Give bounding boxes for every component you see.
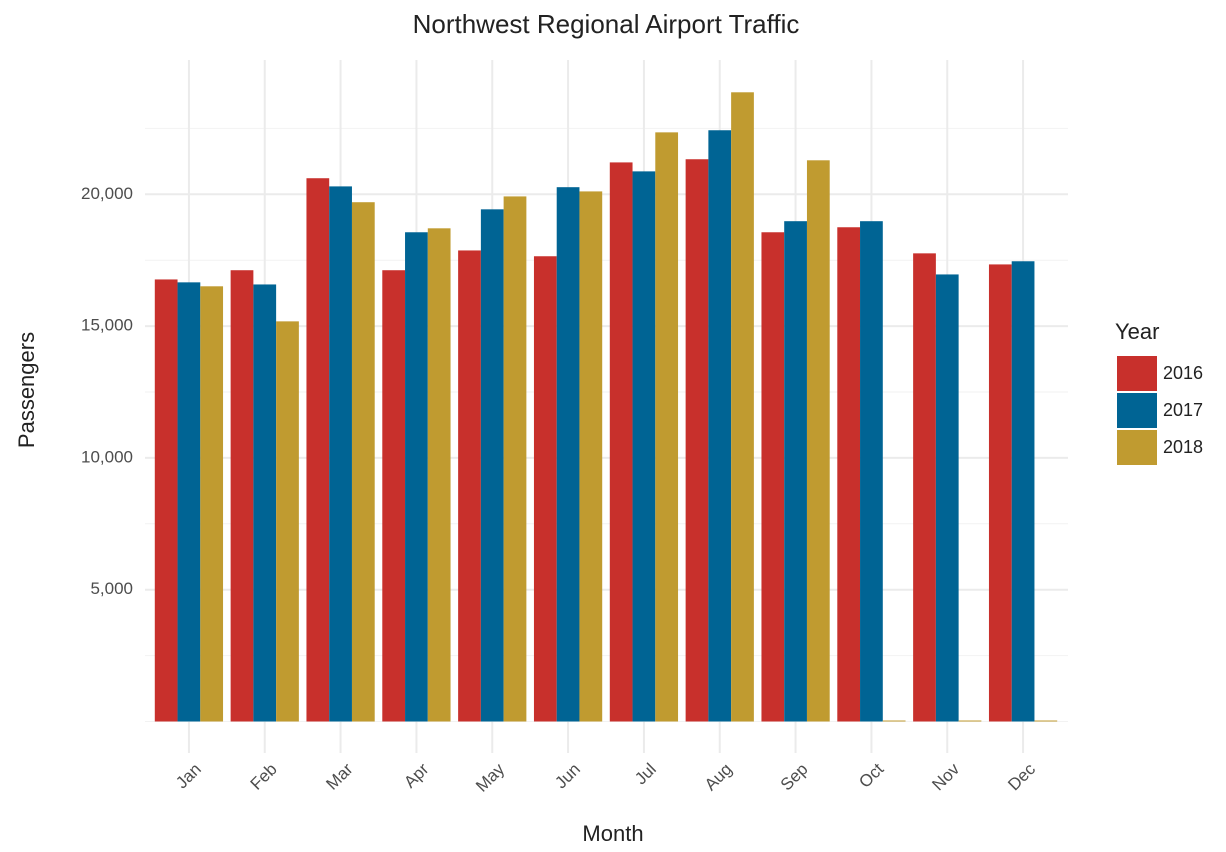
- legend-label: 2017: [1163, 400, 1203, 420]
- bar: [806, 160, 830, 722]
- bar: [503, 196, 527, 722]
- x-tick-label: Mar: [322, 759, 356, 793]
- bar: [913, 253, 936, 722]
- x-tick-label: Jul: [631, 760, 660, 789]
- x-tick-label: May: [472, 759, 508, 795]
- bar: [837, 227, 861, 722]
- legend-key: [1117, 356, 1157, 391]
- y-tick-label: 15,000: [81, 316, 133, 335]
- chart-title: Northwest Regional Airport Traffic: [413, 9, 800, 39]
- y-axis-title: Passengers: [14, 332, 39, 448]
- bar: [556, 187, 580, 722]
- bar: [200, 286, 224, 722]
- bar: [306, 178, 330, 722]
- bar: [276, 321, 299, 722]
- bar: [655, 132, 679, 722]
- bar: [708, 130, 732, 722]
- legend-label: 2018: [1163, 437, 1203, 457]
- bar: [685, 159, 709, 722]
- x-tick-label: Dec: [1004, 759, 1039, 794]
- bar: [458, 250, 481, 722]
- bar: [480, 209, 504, 722]
- bar: [230, 270, 254, 722]
- bar: [533, 256, 557, 722]
- bar: [382, 270, 406, 722]
- bar: [935, 274, 959, 722]
- bar: [427, 228, 451, 722]
- bar: [579, 191, 603, 722]
- y-tick-label: 10,000: [81, 447, 133, 466]
- x-tick-label: Jan: [172, 760, 205, 793]
- bar: [609, 162, 633, 722]
- y-tick-label: 20,000: [81, 184, 133, 203]
- legend-label: 2016: [1163, 363, 1203, 383]
- x-tick-label: Apr: [400, 759, 432, 791]
- x-tick-label: Aug: [701, 760, 736, 795]
- bar: [405, 232, 428, 722]
- bar: [632, 171, 656, 722]
- bar: [882, 720, 906, 722]
- x-tick-label: Feb: [247, 760, 281, 794]
- legend-key: [1117, 430, 1157, 465]
- bar: [1034, 720, 1058, 722]
- x-tick-label: Oct: [855, 759, 887, 791]
- bar: [1011, 261, 1035, 722]
- legend-title: Year: [1115, 319, 1159, 344]
- bar: [761, 232, 785, 722]
- bar: [253, 284, 277, 722]
- x-axis-title: Month: [582, 821, 643, 846]
- legend-key: [1117, 393, 1157, 428]
- bar: [351, 202, 375, 722]
- bar: [154, 279, 178, 722]
- bar: [177, 282, 201, 722]
- y-tick-label: 5,000: [90, 579, 133, 598]
- x-tick-label: Jun: [551, 760, 584, 793]
- bar: [784, 221, 807, 722]
- bar: [860, 221, 883, 722]
- bar: [731, 92, 754, 722]
- x-tick-label: Nov: [928, 759, 963, 794]
- bar: [958, 720, 982, 722]
- bar: [988, 264, 1012, 722]
- x-tick-label: Sep: [777, 760, 812, 795]
- bar: [329, 186, 352, 722]
